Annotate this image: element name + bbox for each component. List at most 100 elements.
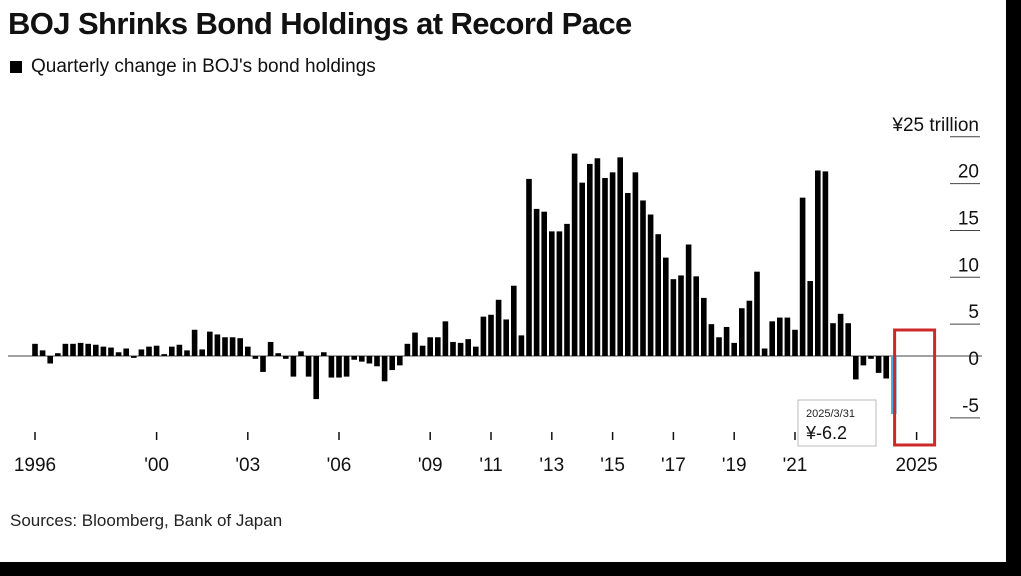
bar bbox=[381, 356, 388, 382]
y-tick-label: 15 bbox=[958, 208, 979, 229]
bar bbox=[207, 331, 213, 356]
bar bbox=[723, 326, 730, 356]
bar bbox=[108, 347, 114, 356]
bar bbox=[731, 342, 737, 356]
bar bbox=[359, 356, 365, 362]
bar bbox=[663, 257, 669, 356]
x-tick-label: '17 bbox=[661, 455, 686, 476]
bar bbox=[336, 356, 342, 378]
highlight-box bbox=[893, 328, 937, 447]
bar bbox=[564, 223, 570, 356]
bar bbox=[609, 172, 616, 356]
bar bbox=[480, 316, 487, 356]
bar bbox=[465, 339, 471, 356]
bar bbox=[617, 157, 623, 356]
bar bbox=[146, 346, 152, 356]
bar bbox=[283, 356, 289, 359]
legend: Quarterly change in BOJ's bond holdings bbox=[10, 56, 376, 78]
bar bbox=[70, 343, 76, 356]
bar bbox=[549, 231, 555, 356]
bar bbox=[579, 182, 585, 356]
bar bbox=[153, 345, 160, 356]
bar bbox=[754, 271, 760, 356]
bar bbox=[343, 356, 350, 377]
image-edge-bottom bbox=[0, 562, 1021, 576]
bar bbox=[518, 335, 525, 356]
x-tick-label: 2025 bbox=[895, 455, 937, 476]
chart-title: BOJ Shrinks Bond Holdings at Record Pace bbox=[8, 6, 632, 41]
bar bbox=[632, 172, 639, 356]
bar bbox=[290, 356, 297, 377]
bar bbox=[488, 314, 494, 356]
bar bbox=[503, 319, 509, 356]
bar bbox=[161, 354, 167, 356]
bar bbox=[647, 214, 654, 356]
bar bbox=[533, 208, 540, 356]
bar bbox=[875, 356, 882, 373]
bar bbox=[176, 344, 183, 356]
bar bbox=[131, 356, 137, 358]
bar bbox=[222, 337, 228, 356]
bar bbox=[305, 356, 312, 377]
bar bbox=[526, 178, 532, 356]
bar bbox=[260, 356, 266, 372]
bar bbox=[77, 342, 84, 356]
bar bbox=[457, 342, 464, 356]
bar bbox=[807, 281, 813, 356]
bar bbox=[678, 275, 684, 356]
bar bbox=[123, 348, 129, 356]
bar bbox=[374, 356, 380, 367]
bar bbox=[845, 323, 851, 356]
bar bbox=[792, 329, 798, 356]
x-tick-label: '21 bbox=[783, 455, 808, 476]
bar bbox=[761, 348, 768, 356]
bar bbox=[495, 299, 502, 356]
bar bbox=[435, 337, 441, 356]
bar bbox=[184, 350, 190, 356]
chart-frame: BOJ Shrinks Bond Holdings at Record Pace… bbox=[8, 6, 982, 530]
bar bbox=[397, 356, 403, 366]
x-tick-label: '00 bbox=[144, 455, 169, 476]
bar bbox=[389, 356, 395, 371]
bar bbox=[655, 234, 661, 356]
bar bbox=[693, 276, 699, 356]
bar bbox=[868, 356, 874, 359]
bar bbox=[799, 197, 806, 356]
bar bbox=[32, 343, 38, 356]
bar bbox=[169, 346, 175, 356]
bar bbox=[275, 353, 281, 356]
bar bbox=[328, 356, 335, 378]
y-tick-label: 5 bbox=[968, 302, 979, 323]
bar bbox=[245, 346, 251, 356]
y-tick-label: ¥25 trillion bbox=[891, 115, 979, 136]
bar bbox=[571, 153, 578, 356]
bar bbox=[442, 321, 449, 356]
x-tick-label: '06 bbox=[327, 455, 352, 476]
bar bbox=[556, 231, 563, 356]
bar bbox=[784, 317, 791, 356]
bar bbox=[746, 300, 753, 356]
bar bbox=[298, 351, 304, 356]
bar bbox=[55, 353, 61, 356]
bar bbox=[670, 279, 677, 356]
bar bbox=[404, 343, 411, 356]
bar bbox=[541, 211, 547, 356]
bar bbox=[252, 356, 259, 359]
bar bbox=[815, 170, 821, 356]
bar bbox=[62, 343, 69, 356]
callout-box bbox=[797, 399, 877, 447]
bar bbox=[138, 349, 145, 356]
x-tick-label: '13 bbox=[539, 455, 564, 476]
bar bbox=[640, 200, 646, 356]
bar bbox=[93, 344, 99, 356]
bar bbox=[39, 350, 46, 356]
y-tick-label: 0 bbox=[968, 349, 979, 370]
bar bbox=[853, 356, 859, 380]
x-tick-label: '03 bbox=[235, 455, 260, 476]
bar bbox=[237, 338, 243, 356]
bar bbox=[716, 337, 722, 356]
y-tick-label: -5 bbox=[962, 396, 979, 417]
bar bbox=[419, 345, 426, 356]
bar bbox=[625, 192, 631, 356]
bar bbox=[739, 308, 745, 356]
